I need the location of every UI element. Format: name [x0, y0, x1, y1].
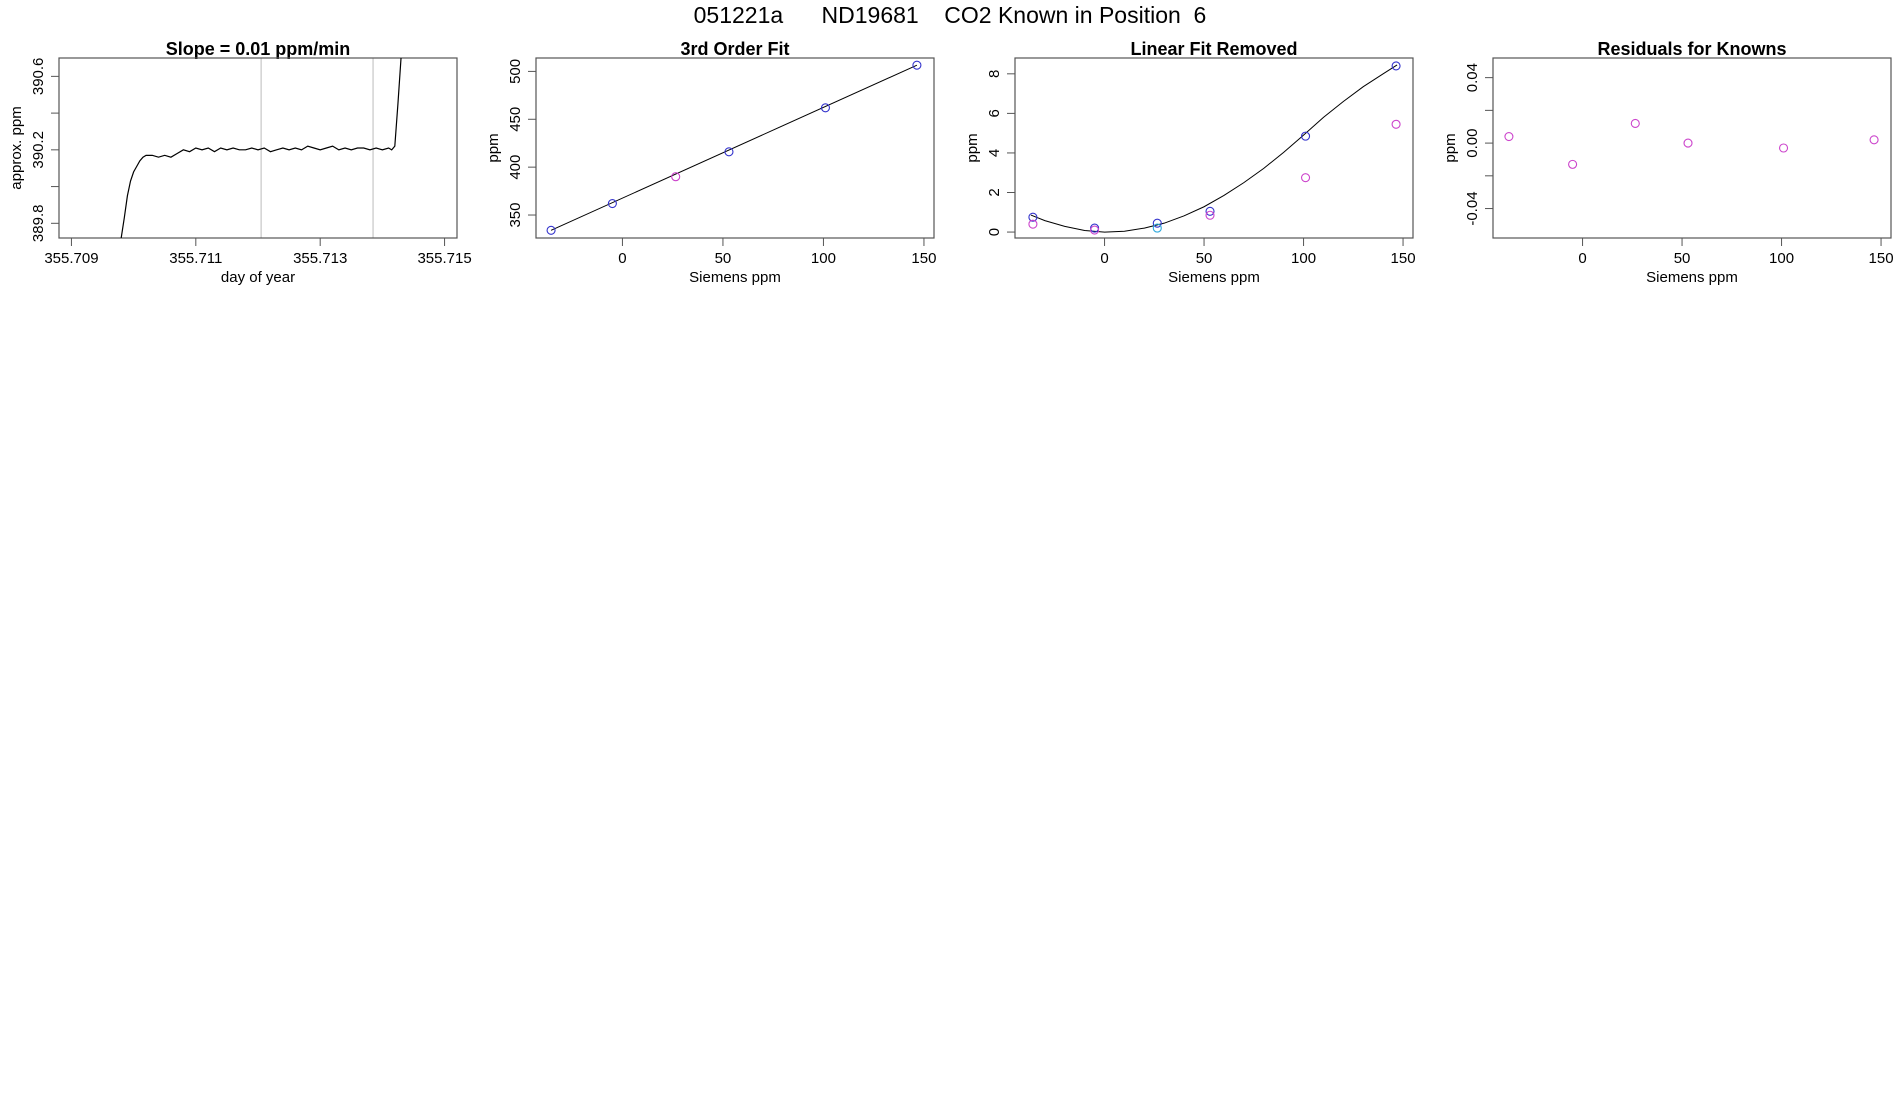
y-tick-label: 400: [507, 155, 524, 180]
y-tick-label: 0: [986, 228, 1003, 236]
figure-title: 051221a ND19681 CO2 Known in Position 6: [693, 2, 1207, 28]
panel-title: 3rd Order Fit: [680, 39, 789, 59]
y-tick-label: 390.2: [30, 131, 47, 169]
data-point: [1391, 119, 1401, 129]
y-tick-label: 0.04: [1464, 63, 1481, 92]
data-point: [1152, 218, 1162, 228]
x-tick-label: 355.715: [417, 250, 471, 267]
data-point: [1028, 212, 1038, 222]
x-tick-label: 100: [1769, 250, 1794, 267]
data-point: [1152, 223, 1162, 233]
data-point: [1090, 225, 1100, 235]
series-line: [120, 58, 402, 238]
plot-frame: [535, 57, 935, 239]
panel-title: Residuals for Knowns: [1597, 39, 1786, 59]
panel-2: 3rd Order Fit 0 50 100 150 350 400 450 500 Siemen…: [485, 39, 936, 286]
data-point: [671, 172, 681, 182]
y-tick-label: 450: [507, 107, 524, 132]
x-tick-label: 0: [618, 250, 626, 267]
fit-line: [1030, 64, 1398, 233]
x-tick-label: 150: [911, 250, 936, 267]
plot-frame: [1492, 57, 1892, 239]
panel-1: Slope = 0.01 ppm/min 355.709 355.711 355.71…: [8, 39, 472, 286]
plot-frame: [1014, 57, 1414, 239]
y-axis-label: approx. ppm: [8, 106, 25, 189]
data-point: [820, 103, 831, 113]
y-axis-label: ppm: [485, 133, 502, 162]
data-point: [1504, 131, 1514, 142]
x-tick-label: 0: [1100, 250, 1108, 267]
data-point: [546, 225, 556, 235]
y-tick-label: 8: [986, 70, 1003, 78]
x-tick-label: 50: [1196, 250, 1213, 267]
plot-frame: [58, 57, 458, 239]
x-tick-label: 50: [715, 250, 732, 267]
x-tick-label: 50: [1674, 250, 1691, 267]
x-tick-label: 355.709: [44, 250, 98, 267]
x-tick-label: 150: [1869, 250, 1894, 267]
data-point: [1683, 138, 1693, 148]
data-point: [1028, 219, 1038, 229]
y-axis-label: ppm: [964, 133, 981, 162]
y-tick-label: 389.8: [30, 205, 47, 243]
y-tick-label: 2: [986, 188, 1003, 196]
y-axis-label: ppm: [1442, 133, 1459, 162]
data-point: [1300, 173, 1311, 183]
y-tick-label: 350: [507, 203, 524, 228]
x-tick-label: 355.713: [293, 250, 347, 267]
data-point: [1205, 206, 1215, 216]
data-point: [1630, 118, 1640, 129]
data-point: [724, 147, 734, 157]
x-axis-label: day of year: [221, 269, 295, 286]
y-tick-label: -0.04: [1464, 191, 1481, 225]
fit-line: [550, 64, 918, 231]
y-tick-label: 390.6: [30, 58, 47, 96]
x-axis-label: Siemens ppm: [689, 269, 781, 286]
x-tick-label: 100: [811, 250, 836, 267]
data-point: [1391, 61, 1401, 71]
data-point: [912, 60, 922, 70]
data-point: [1869, 135, 1879, 145]
y-tick-label: 500: [507, 59, 524, 84]
x-tick-label: 150: [1391, 250, 1416, 267]
data-point: [1300, 131, 1311, 141]
x-axis-label: Siemens ppm: [1168, 269, 1260, 286]
y-tick-label: 6: [986, 109, 1003, 117]
x-tick-label: 355.711: [169, 250, 222, 267]
y-tick-label: 4: [986, 149, 1003, 157]
panel-title: Linear Fit Removed: [1130, 39, 1297, 59]
x-axis-label: Siemens ppm: [1646, 269, 1738, 286]
y-tick-label: 0.00: [1464, 128, 1481, 157]
panel-title: Slope = 0.01 ppm/min: [166, 39, 351, 59]
panel-4: Residuals for Knowns 0 50 100 150 -0.04 0.00 0.…: [1442, 39, 1894, 286]
data-point: [1205, 210, 1215, 220]
x-tick-label: 0: [1578, 250, 1586, 267]
data-point: [1778, 143, 1789, 153]
data-point: [1568, 159, 1578, 169]
chart-area: Slope = 0.01 ppm/min 355.709 355.711 355.71…: [8, 39, 1894, 286]
data-point: [607, 198, 617, 209]
panel-3: Linear Fit Removed 0 50 100 150 0 2 4 6 8 Siemens …: [964, 39, 1416, 286]
x-tick-label: 100: [1291, 250, 1316, 267]
